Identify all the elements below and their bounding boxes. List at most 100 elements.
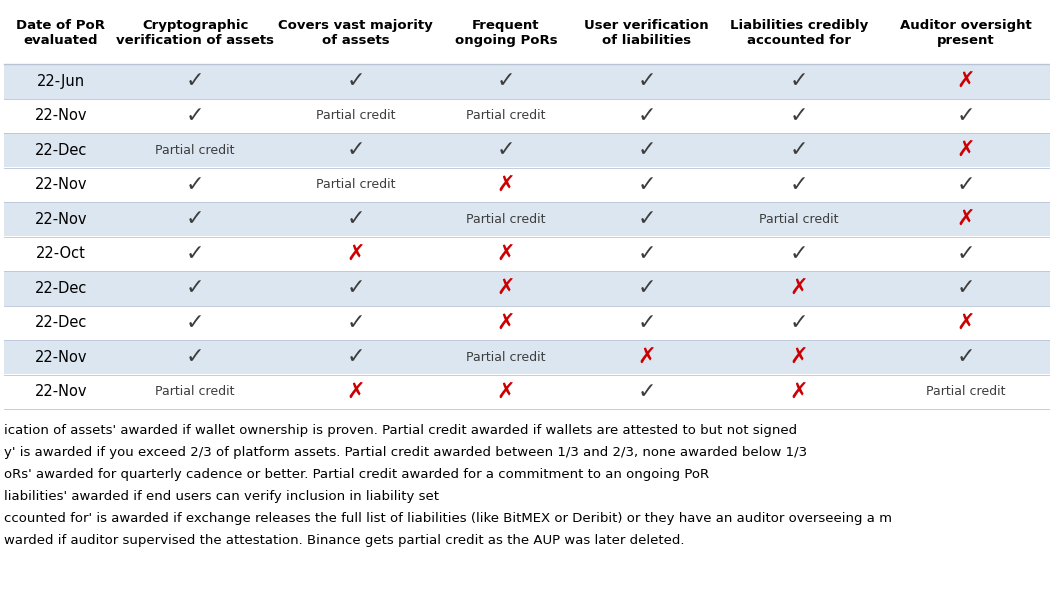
FancyBboxPatch shape <box>4 133 118 167</box>
Text: ✗: ✗ <box>497 175 516 195</box>
FancyBboxPatch shape <box>4 236 118 271</box>
FancyBboxPatch shape <box>878 236 1050 271</box>
FancyBboxPatch shape <box>573 64 720 98</box>
FancyBboxPatch shape <box>439 2 573 64</box>
Text: ✓: ✓ <box>790 106 808 126</box>
Text: 22-Nov: 22-Nov <box>35 350 87 365</box>
Text: ✗: ✗ <box>346 382 365 402</box>
Text: User verification
of liabilities: User verification of liabilities <box>584 19 709 47</box>
Text: Covers vast majority
of assets: Covers vast majority of assets <box>278 19 433 47</box>
Text: Partial credit: Partial credit <box>466 213 546 226</box>
FancyBboxPatch shape <box>118 271 273 305</box>
Text: ✓: ✓ <box>790 244 808 264</box>
FancyBboxPatch shape <box>273 305 439 340</box>
FancyBboxPatch shape <box>118 374 273 409</box>
FancyBboxPatch shape <box>439 64 573 98</box>
FancyBboxPatch shape <box>4 374 118 409</box>
FancyBboxPatch shape <box>118 305 273 340</box>
Text: y' is awarded if you exceed 2/3 of platform assets. Partial credit awarded betwe: y' is awarded if you exceed 2/3 of platf… <box>4 446 807 459</box>
Text: ✓: ✓ <box>637 313 656 333</box>
FancyBboxPatch shape <box>439 202 573 236</box>
Text: ✓: ✓ <box>957 244 975 264</box>
FancyBboxPatch shape <box>4 98 118 133</box>
FancyBboxPatch shape <box>573 98 720 133</box>
Text: Partial credit: Partial credit <box>759 213 839 226</box>
Text: Liabilities credibly
accounted for: Liabilities credibly accounted for <box>730 19 868 47</box>
FancyBboxPatch shape <box>4 167 118 202</box>
FancyBboxPatch shape <box>118 167 273 202</box>
Text: ✓: ✓ <box>637 244 656 264</box>
FancyBboxPatch shape <box>720 374 878 409</box>
FancyBboxPatch shape <box>439 271 573 305</box>
Text: ✓: ✓ <box>186 313 205 333</box>
Text: ✓: ✓ <box>790 175 808 195</box>
FancyBboxPatch shape <box>439 340 573 374</box>
FancyBboxPatch shape <box>118 98 273 133</box>
FancyBboxPatch shape <box>439 374 573 409</box>
Text: Cryptographic
verification of assets: Cryptographic verification of assets <box>117 19 274 47</box>
FancyBboxPatch shape <box>720 98 878 133</box>
Text: ✓: ✓ <box>957 175 975 195</box>
Text: Partial credit: Partial credit <box>155 144 235 157</box>
Text: 22-Nov: 22-Nov <box>35 384 87 399</box>
FancyBboxPatch shape <box>439 98 573 133</box>
Text: ✓: ✓ <box>346 313 365 333</box>
Text: ✓: ✓ <box>957 278 975 298</box>
Text: ✗: ✗ <box>497 244 516 264</box>
FancyBboxPatch shape <box>573 133 720 167</box>
FancyBboxPatch shape <box>720 133 878 167</box>
Text: Auditor oversight
present: Auditor oversight present <box>900 19 1032 47</box>
Text: ✗: ✗ <box>957 313 975 333</box>
FancyBboxPatch shape <box>439 167 573 202</box>
FancyBboxPatch shape <box>118 202 273 236</box>
FancyBboxPatch shape <box>4 64 118 98</box>
Text: ✓: ✓ <box>186 244 205 264</box>
Text: oRs' awarded for quarterly cadence or better. Partial credit awarded for a commi: oRs' awarded for quarterly cadence or be… <box>4 468 709 481</box>
FancyBboxPatch shape <box>720 340 878 374</box>
FancyBboxPatch shape <box>118 2 273 64</box>
FancyBboxPatch shape <box>878 167 1050 202</box>
Text: ✓: ✓ <box>637 278 656 298</box>
FancyBboxPatch shape <box>573 340 720 374</box>
FancyBboxPatch shape <box>878 271 1050 305</box>
FancyBboxPatch shape <box>878 98 1050 133</box>
Text: ✓: ✓ <box>637 382 656 402</box>
Text: ccounted for' is awarded if exchange releases the full list of liabilities (like: ccounted for' is awarded if exchange rel… <box>4 512 892 525</box>
Text: Partial credit: Partial credit <box>926 385 1006 398</box>
Text: ✓: ✓ <box>186 347 205 367</box>
Text: ✓: ✓ <box>957 106 975 126</box>
Text: Date of PoR
evaluated: Date of PoR evaluated <box>16 19 105 47</box>
FancyBboxPatch shape <box>878 133 1050 167</box>
FancyBboxPatch shape <box>878 374 1050 409</box>
FancyBboxPatch shape <box>4 305 118 340</box>
Text: Partial credit: Partial credit <box>466 109 546 122</box>
Text: ✗: ✗ <box>957 140 975 160</box>
Text: Partial credit: Partial credit <box>466 351 546 364</box>
Text: ✓: ✓ <box>346 140 365 160</box>
FancyBboxPatch shape <box>720 202 878 236</box>
Text: ✓: ✓ <box>186 106 205 126</box>
FancyBboxPatch shape <box>4 340 118 374</box>
FancyBboxPatch shape <box>720 236 878 271</box>
Text: ✗: ✗ <box>497 278 516 298</box>
Text: ✗: ✗ <box>790 278 808 298</box>
Text: ✓: ✓ <box>186 278 205 298</box>
FancyBboxPatch shape <box>878 2 1050 64</box>
Text: 22-Dec: 22-Dec <box>35 315 87 330</box>
FancyBboxPatch shape <box>573 202 720 236</box>
Text: warded if auditor supervised the attestation. Binance gets partial credit as the: warded if auditor supervised the attesta… <box>4 534 685 547</box>
Text: Partial credit: Partial credit <box>155 385 235 398</box>
FancyBboxPatch shape <box>118 236 273 271</box>
FancyBboxPatch shape <box>720 64 878 98</box>
FancyBboxPatch shape <box>439 236 573 271</box>
FancyBboxPatch shape <box>273 133 439 167</box>
Text: ✗: ✗ <box>497 313 516 333</box>
Text: 22-Nov: 22-Nov <box>35 177 87 192</box>
FancyBboxPatch shape <box>273 64 439 98</box>
Text: ✓: ✓ <box>497 71 516 91</box>
FancyBboxPatch shape <box>273 271 439 305</box>
Text: ✓: ✓ <box>186 209 205 229</box>
FancyBboxPatch shape <box>273 236 439 271</box>
Text: ✓: ✓ <box>346 278 365 298</box>
Text: ✓: ✓ <box>637 140 656 160</box>
